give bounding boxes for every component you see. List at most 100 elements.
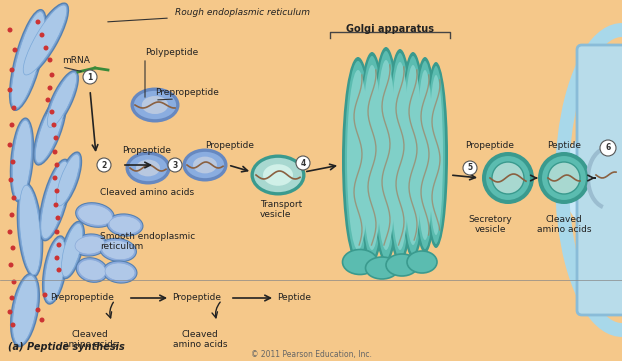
- Ellipse shape: [133, 90, 177, 120]
- Text: Cleaved
amino acids: Cleaved amino acids: [537, 215, 592, 234]
- Ellipse shape: [43, 236, 67, 304]
- Ellipse shape: [538, 152, 590, 204]
- Text: Prepropeptide: Prepropeptide: [50, 293, 114, 303]
- Circle shape: [11, 245, 16, 251]
- Ellipse shape: [386, 49, 414, 263]
- Text: Transport
vesicle: Transport vesicle: [260, 200, 302, 219]
- Ellipse shape: [193, 157, 217, 173]
- Circle shape: [52, 122, 57, 127]
- Ellipse shape: [424, 62, 448, 248]
- Ellipse shape: [371, 47, 401, 263]
- Text: 3: 3: [172, 161, 178, 170]
- Text: 4: 4: [300, 158, 305, 168]
- Ellipse shape: [41, 161, 69, 239]
- Ellipse shape: [35, 97, 65, 163]
- Text: Peptide: Peptide: [277, 293, 311, 303]
- Circle shape: [50, 109, 55, 114]
- Circle shape: [600, 140, 616, 156]
- Ellipse shape: [22, 3, 68, 77]
- Text: 2: 2: [101, 161, 106, 170]
- Ellipse shape: [388, 52, 412, 260]
- Ellipse shape: [55, 152, 81, 208]
- Ellipse shape: [404, 65, 422, 245]
- Ellipse shape: [376, 60, 396, 250]
- Ellipse shape: [386, 254, 418, 276]
- FancyBboxPatch shape: [577, 45, 622, 315]
- Circle shape: [7, 143, 12, 148]
- Circle shape: [55, 188, 60, 193]
- Ellipse shape: [12, 120, 32, 200]
- Text: 6: 6: [605, 144, 611, 152]
- Ellipse shape: [11, 12, 45, 108]
- Ellipse shape: [541, 155, 587, 201]
- Circle shape: [45, 97, 50, 103]
- Ellipse shape: [136, 160, 160, 177]
- Ellipse shape: [73, 234, 107, 256]
- Circle shape: [47, 86, 52, 91]
- Ellipse shape: [75, 236, 105, 254]
- Circle shape: [12, 48, 17, 52]
- Ellipse shape: [47, 73, 77, 127]
- Circle shape: [11, 196, 17, 200]
- Ellipse shape: [23, 5, 67, 75]
- Ellipse shape: [347, 70, 369, 250]
- Ellipse shape: [401, 55, 425, 255]
- Circle shape: [40, 318, 45, 322]
- Circle shape: [53, 203, 58, 208]
- Circle shape: [55, 162, 60, 168]
- Circle shape: [7, 87, 12, 92]
- Ellipse shape: [344, 60, 372, 260]
- Text: Propeptide: Propeptide: [205, 141, 254, 150]
- Ellipse shape: [366, 257, 399, 279]
- Ellipse shape: [109, 216, 141, 234]
- Ellipse shape: [46, 71, 78, 129]
- Circle shape: [463, 161, 477, 175]
- Ellipse shape: [407, 251, 437, 273]
- Circle shape: [57, 268, 62, 273]
- Circle shape: [9, 68, 14, 73]
- Circle shape: [57, 243, 62, 248]
- Ellipse shape: [78, 260, 106, 280]
- Ellipse shape: [9, 10, 47, 110]
- Text: Polypeptide: Polypeptide: [145, 48, 198, 57]
- Ellipse shape: [11, 118, 34, 202]
- Ellipse shape: [357, 52, 387, 263]
- Ellipse shape: [103, 261, 137, 283]
- Circle shape: [97, 158, 111, 172]
- Circle shape: [9, 262, 14, 268]
- Circle shape: [35, 308, 40, 313]
- Ellipse shape: [45, 238, 65, 302]
- Ellipse shape: [485, 155, 531, 201]
- Ellipse shape: [482, 152, 534, 204]
- Text: Propeptide: Propeptide: [122, 146, 171, 155]
- Ellipse shape: [60, 221, 85, 279]
- Circle shape: [11, 105, 17, 110]
- Ellipse shape: [105, 263, 135, 281]
- Text: Secretory
vesicle: Secretory vesicle: [468, 215, 512, 234]
- Ellipse shape: [492, 162, 524, 194]
- Circle shape: [52, 149, 57, 155]
- Text: Rough endoplasmic reticulum: Rough endoplasmic reticulum: [175, 8, 310, 17]
- Ellipse shape: [426, 65, 446, 245]
- Circle shape: [9, 178, 14, 183]
- Text: Propeptide: Propeptide: [172, 293, 221, 303]
- Ellipse shape: [78, 205, 113, 225]
- Text: Prepropeptide: Prepropeptide: [155, 88, 219, 97]
- Ellipse shape: [101, 240, 134, 260]
- Ellipse shape: [76, 203, 114, 227]
- Ellipse shape: [17, 183, 43, 277]
- Circle shape: [42, 292, 47, 297]
- Text: Propeptide: Propeptide: [465, 141, 514, 150]
- Circle shape: [55, 216, 60, 221]
- Ellipse shape: [12, 275, 37, 344]
- Text: Golgi apparatus: Golgi apparatus: [346, 24, 434, 34]
- Circle shape: [40, 32, 45, 38]
- Ellipse shape: [19, 185, 40, 275]
- Ellipse shape: [131, 87, 180, 122]
- Circle shape: [9, 213, 14, 217]
- Circle shape: [83, 70, 97, 84]
- Ellipse shape: [342, 57, 374, 263]
- Ellipse shape: [107, 214, 143, 236]
- Ellipse shape: [412, 57, 438, 253]
- Circle shape: [296, 156, 310, 170]
